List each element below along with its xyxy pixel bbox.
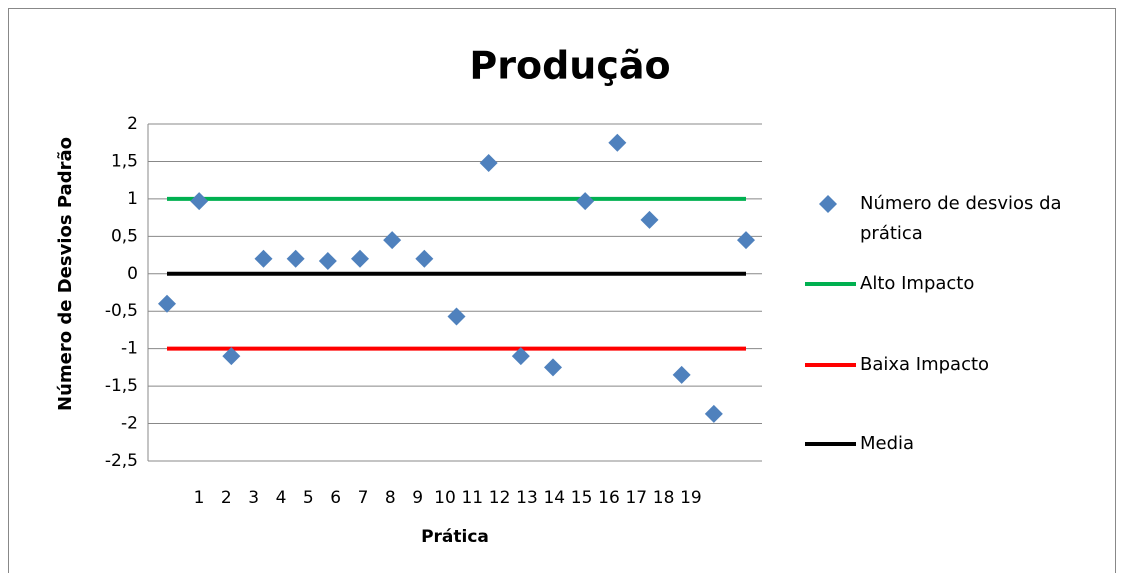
legend-marker <box>819 195 837 213</box>
x-tick-label: 17 <box>625 488 647 508</box>
x-tick-label: 12 <box>489 488 511 508</box>
x-tick-label: 2 <box>221 488 232 508</box>
y-tick-label: 0,5 <box>111 226 138 246</box>
x-tick-label: 3 <box>248 488 259 508</box>
x-tick-label: 4 <box>276 488 287 508</box>
point <box>254 249 273 268</box>
x-tick-label: 13 <box>516 488 538 508</box>
point <box>415 249 434 268</box>
x-tick-label: 19 <box>680 488 702 508</box>
point <box>222 347 241 366</box>
point <box>511 347 530 366</box>
point <box>158 294 176 313</box>
x-tick-label: 11 <box>461 488 483 508</box>
point <box>544 358 562 377</box>
point <box>704 404 723 423</box>
point <box>351 249 369 268</box>
y-axis-label: Número de Desvios Padrão <box>55 137 76 411</box>
legend-label: Número de desvios da prática <box>860 193 1062 244</box>
y-tick-label: -2,5 <box>105 451 138 471</box>
x-tick-label: 5 <box>303 488 314 508</box>
point <box>190 192 209 211</box>
y-tick-label: 2 <box>127 114 138 134</box>
y-tick-label: -2 <box>121 414 138 434</box>
point <box>640 210 659 229</box>
chart-border <box>8 8 1116 573</box>
x-tick-label: 18 <box>653 488 675 508</box>
y-tick-label: 0 <box>127 264 138 284</box>
legend-label: Baixa Impacto <box>860 354 990 375</box>
point <box>286 249 305 268</box>
x-tick-label: 10 <box>434 488 456 508</box>
y-tick-label: 1 <box>127 189 138 209</box>
x-tick-label: 14 <box>543 488 565 508</box>
x-tick-label: 1 <box>194 488 205 508</box>
x-tick-label: 15 <box>571 488 593 508</box>
point <box>383 231 402 250</box>
y-tick-label: -1 <box>121 339 138 359</box>
point <box>672 365 691 384</box>
x-tick-label: 9 <box>412 488 423 508</box>
y-tick-label: -0,5 <box>105 301 138 321</box>
x-axis-label: Prática <box>421 527 489 547</box>
chart-title: Produção <box>469 44 670 88</box>
legend-label: Alto Impacto <box>860 273 975 294</box>
point <box>737 231 755 250</box>
point <box>318 252 337 271</box>
point <box>447 307 466 326</box>
point <box>608 133 627 152</box>
y-tick-label: -1,5 <box>105 376 138 396</box>
x-tick-label: 8 <box>385 488 396 508</box>
y-tick-label: 1,5 <box>111 151 138 171</box>
x-tick-label: 6 <box>330 488 341 508</box>
legend-label: Media <box>860 433 915 454</box>
x-tick-label: 16 <box>598 488 620 508</box>
x-tick-label: 7 <box>358 488 369 508</box>
point <box>576 192 595 211</box>
point <box>479 153 498 172</box>
